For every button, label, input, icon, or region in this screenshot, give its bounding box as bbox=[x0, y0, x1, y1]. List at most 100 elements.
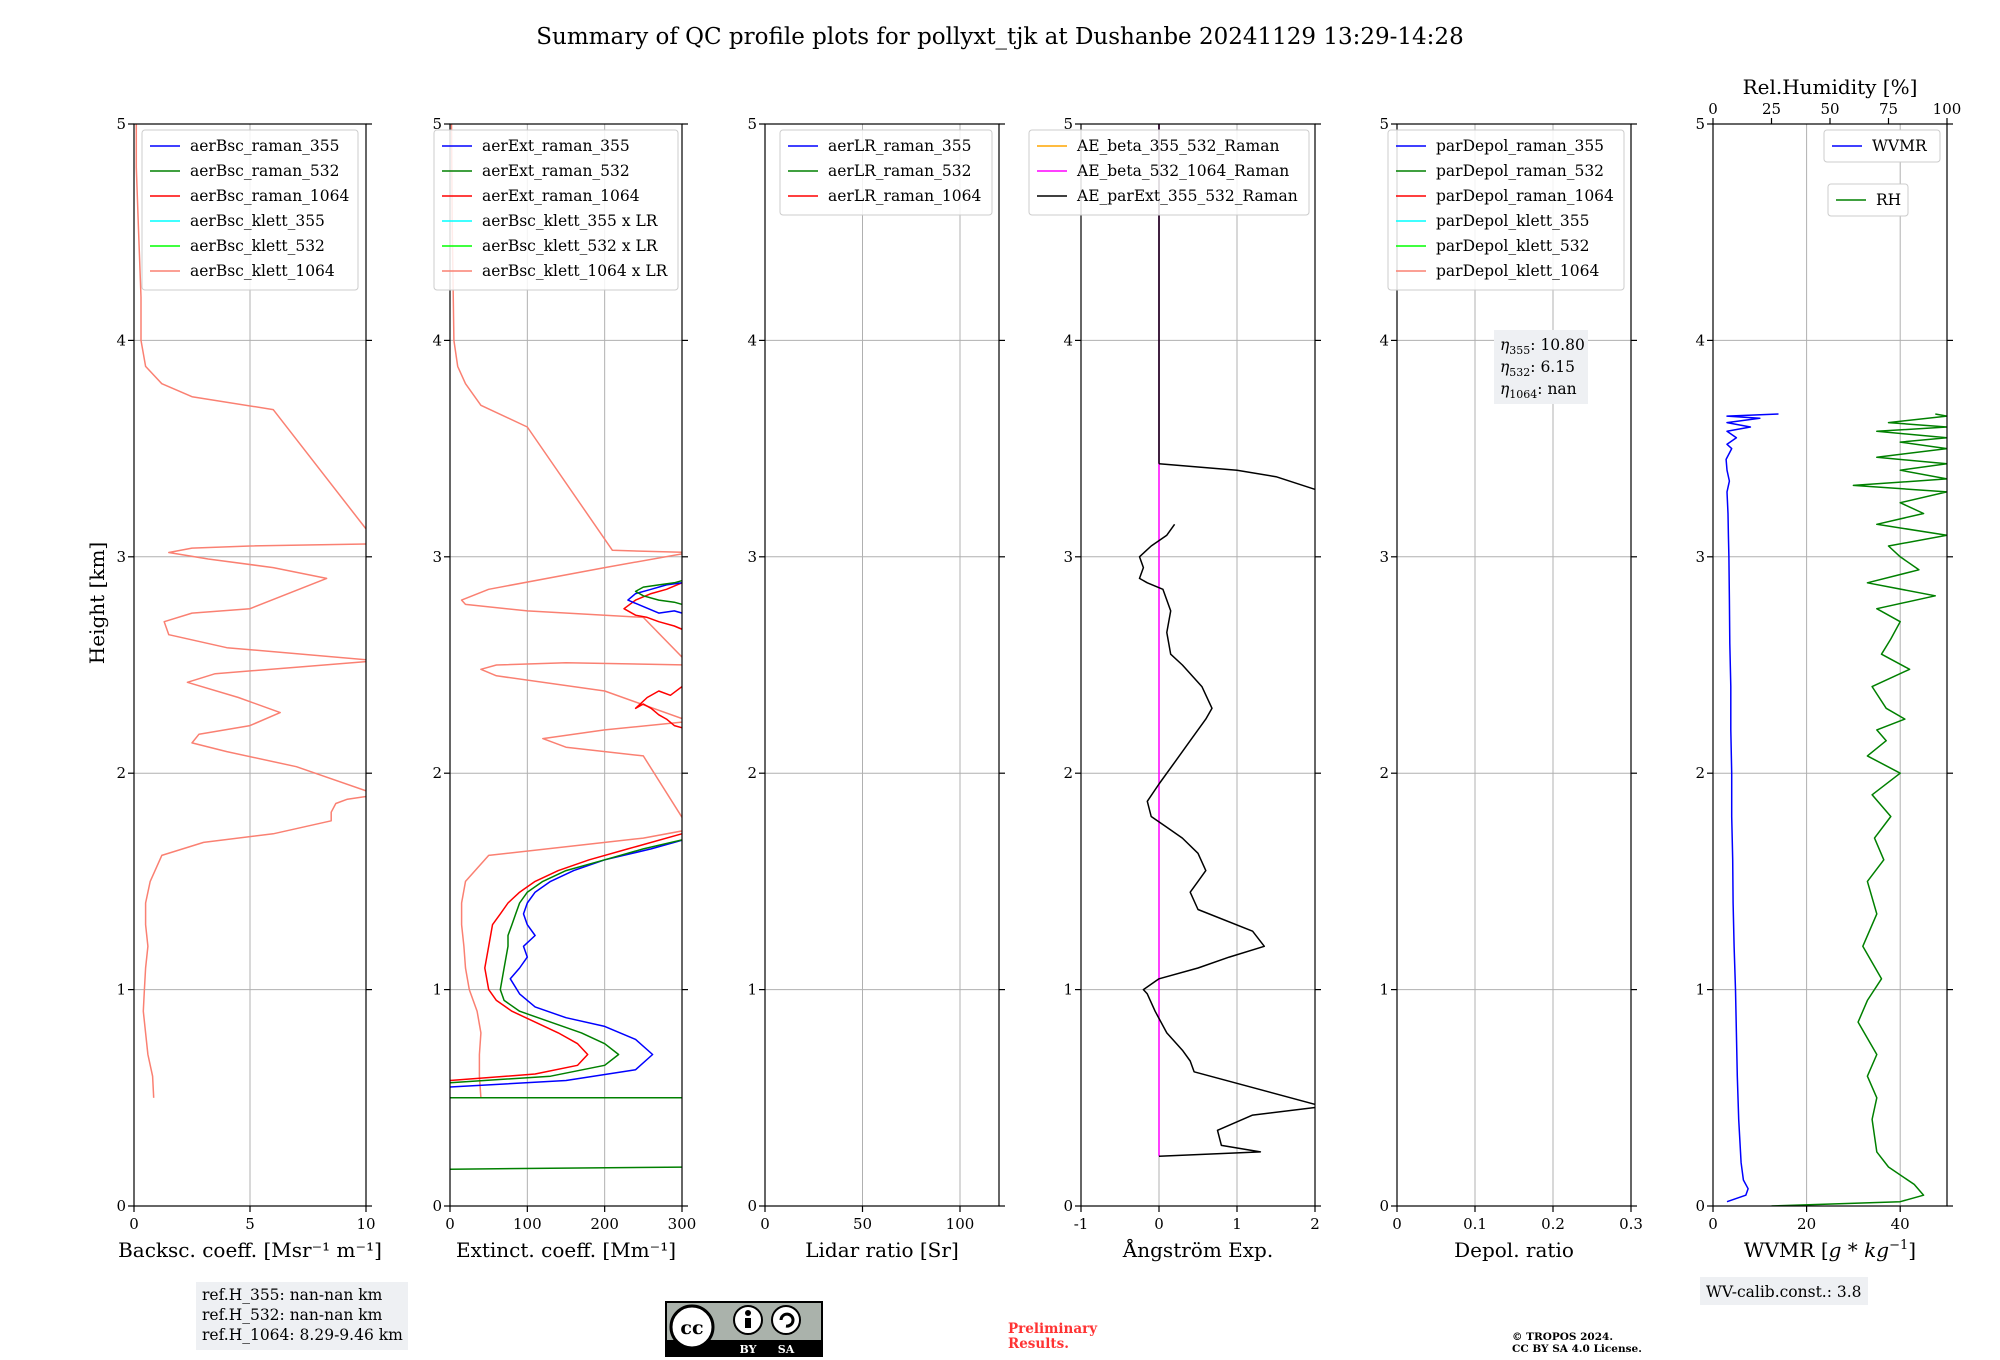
legend-label: aerBsc_klett_532 x LR bbox=[482, 237, 659, 255]
eta-symbol: η bbox=[1500, 336, 1510, 354]
y-tick-label: 3 bbox=[432, 548, 442, 566]
legend-ext: aerExt_raman_355 aerExt_raman_532 aerExt_r… bbox=[433, 129, 679, 291]
top-x-tick-label: 0 bbox=[1708, 100, 1718, 118]
legend-box bbox=[433, 129, 679, 291]
sa-icon bbox=[771, 1305, 801, 1335]
x-tick-label: 0 bbox=[1392, 1215, 1402, 1233]
eta-text: η1064: nan bbox=[1500, 380, 1577, 401]
ref-height-text: ref.H_532: nan-nan km bbox=[202, 1306, 383, 1324]
legend-label: aerBsc_raman_532 bbox=[190, 162, 340, 180]
axes-frame-wv bbox=[1712, 123, 1948, 1207]
x-tick-label: 10 bbox=[356, 1215, 375, 1233]
y-tick-label: 5 bbox=[432, 115, 442, 133]
y-tick-label: 3 bbox=[1695, 548, 1705, 566]
axes-frame-ae bbox=[1080, 123, 1316, 1207]
x-axis-label-ae: Ångström Exp. bbox=[1122, 1237, 1273, 1262]
by-person-head-icon bbox=[745, 1310, 751, 1316]
x-tick-label: 100 bbox=[946, 1215, 975, 1233]
legend-label: aerLR_raman_355 bbox=[828, 137, 971, 155]
y-tick-label: 0 bbox=[1379, 1197, 1389, 1215]
eta-subscript: 355 bbox=[1509, 344, 1530, 357]
x-tick-label: 200 bbox=[590, 1215, 619, 1233]
y-tick-label: 3 bbox=[1063, 548, 1073, 566]
y-tick-label: 4 bbox=[1063, 331, 1073, 349]
chart-panel-ext: 0 100 200 300 0 1 2 3 4 5 Extinct. coeff. [Mm⁻¹] ae… bbox=[432, 115, 696, 1262]
legend-label: AE_beta_532_1064_Raman bbox=[1076, 162, 1289, 180]
y-tick-label: 4 bbox=[432, 331, 442, 349]
grid-ae bbox=[1080, 123, 1316, 1207]
legend-label: AE_beta_355_532_Raman bbox=[1076, 137, 1279, 155]
legend-label: RH bbox=[1876, 191, 1901, 209]
series-line-aerExt_raman_355-top bbox=[627, 581, 682, 614]
x-tick-label: 0.2 bbox=[1541, 1215, 1565, 1233]
legend-wv: WVMR RH bbox=[1823, 129, 1941, 217]
legend-box bbox=[1028, 129, 1310, 216]
cc-icon bbox=[669, 1304, 715, 1350]
y-tick-label: 0 bbox=[747, 1197, 757, 1215]
y-tick-label: 2 bbox=[1063, 764, 1073, 782]
legend-box bbox=[1827, 183, 1909, 217]
figure-title: Summary of QC profile plots for pollyxt_… bbox=[536, 24, 1463, 50]
x-axis-label-wv: WVMR [g * kg−1] bbox=[1744, 1238, 1916, 1262]
y-tick-label: 2 bbox=[747, 764, 757, 782]
wv-calib-box bbox=[1700, 1277, 1868, 1305]
x-tick-label: -1 bbox=[1074, 1215, 1089, 1233]
x-axis-label-part: g * kg bbox=[1829, 1238, 1889, 1262]
legend-label: aerExt_raman_355 bbox=[482, 137, 630, 155]
y-tick-label: 1 bbox=[1379, 981, 1389, 999]
y-tick-label: 1 bbox=[1063, 981, 1073, 999]
series-group-ae bbox=[1138, 124, 1315, 1157]
x-tick-label: 0 bbox=[1708, 1215, 1718, 1233]
sa-arrow-icon bbox=[779, 1312, 795, 1328]
legend-box bbox=[779, 129, 993, 216]
x-tick-label: 1 bbox=[1232, 1215, 1242, 1233]
x-tick-label: 40 bbox=[1891, 1215, 1910, 1233]
legend-label: parDepol_klett_532 bbox=[1436, 237, 1589, 255]
y-tick-label: 2 bbox=[432, 764, 442, 782]
eta-subscript: 532 bbox=[1509, 366, 1530, 379]
series-line-RH bbox=[1771, 413, 1947, 1206]
y-tick-label: 0 bbox=[1063, 1197, 1073, 1215]
y-tick-label: 4 bbox=[116, 331, 126, 349]
legend-label: parDepol_klett_355 bbox=[1436, 212, 1589, 230]
x-tick-label: 0 bbox=[129, 1215, 139, 1233]
x-tick-label: 0 bbox=[760, 1215, 770, 1233]
x-tick-label: 100 bbox=[513, 1215, 542, 1233]
legend-label: aerBsc_klett_355 bbox=[190, 212, 325, 230]
x-axis-label-part: −1 bbox=[1889, 1238, 1908, 1253]
eta-subscript: 1064 bbox=[1509, 388, 1537, 401]
top-x-tick-label: 25 bbox=[1762, 100, 1781, 118]
legend-label: aerBsc_raman_1064 bbox=[190, 187, 350, 205]
extras: ref.H_355: nan-nan km ref.H_532: nan-nan … bbox=[196, 330, 1868, 1357]
y-tick-label: 4 bbox=[1379, 331, 1389, 349]
chart-panel-wv: 0 20 40 0 1 2 3 4 5 WVMR [g * kg−1] 0 25 50 75 100 Rel.… bbox=[1695, 75, 1961, 1262]
y-tick-label: 3 bbox=[116, 548, 126, 566]
series-line-aerBsc_klett_1064-x-LR bbox=[450, 124, 682, 1098]
y-tick-label: 1 bbox=[116, 981, 126, 999]
legend-label: aerLR_raman_1064 bbox=[828, 187, 981, 205]
series-line-aerBsc_klett_1064 bbox=[135, 124, 366, 1098]
y-tick-label: 1 bbox=[432, 981, 442, 999]
series-line-aerExt_raman_1064-mid bbox=[634, 685, 682, 729]
legend-label: aerBsc_klett_532 bbox=[190, 237, 325, 255]
series-line-aerExt_raman_1064-top bbox=[623, 581, 682, 631]
cc-license-badge: cc BY SA bbox=[665, 1301, 823, 1357]
eta-box bbox=[1494, 330, 1588, 404]
eta-value: : 6.15 bbox=[1530, 358, 1575, 376]
series-group-wv bbox=[1725, 413, 1947, 1206]
ref-height-box bbox=[196, 1282, 408, 1350]
x-tick-label: 0 bbox=[1154, 1215, 1164, 1233]
y-tick-label: 0 bbox=[432, 1197, 442, 1215]
y-tick-label: 3 bbox=[747, 548, 757, 566]
eta-symbol: η bbox=[1500, 358, 1510, 376]
y-tick-label: 2 bbox=[1379, 764, 1389, 782]
axes-frame-lr bbox=[764, 123, 1000, 1207]
series-line-aerExt_raman_532-low bbox=[450, 1166, 682, 1170]
top-x-tick-label: 50 bbox=[1820, 100, 1839, 118]
legend-bsc: aerBsc_raman_355 aerBsc_raman_532 aerBsc_r… bbox=[141, 129, 359, 291]
y-tick-label: 0 bbox=[116, 1197, 126, 1215]
legend-label: WVMR bbox=[1872, 137, 1928, 155]
x-axis-label-ext: Extinct. coeff. [Mm⁻¹] bbox=[456, 1238, 676, 1262]
